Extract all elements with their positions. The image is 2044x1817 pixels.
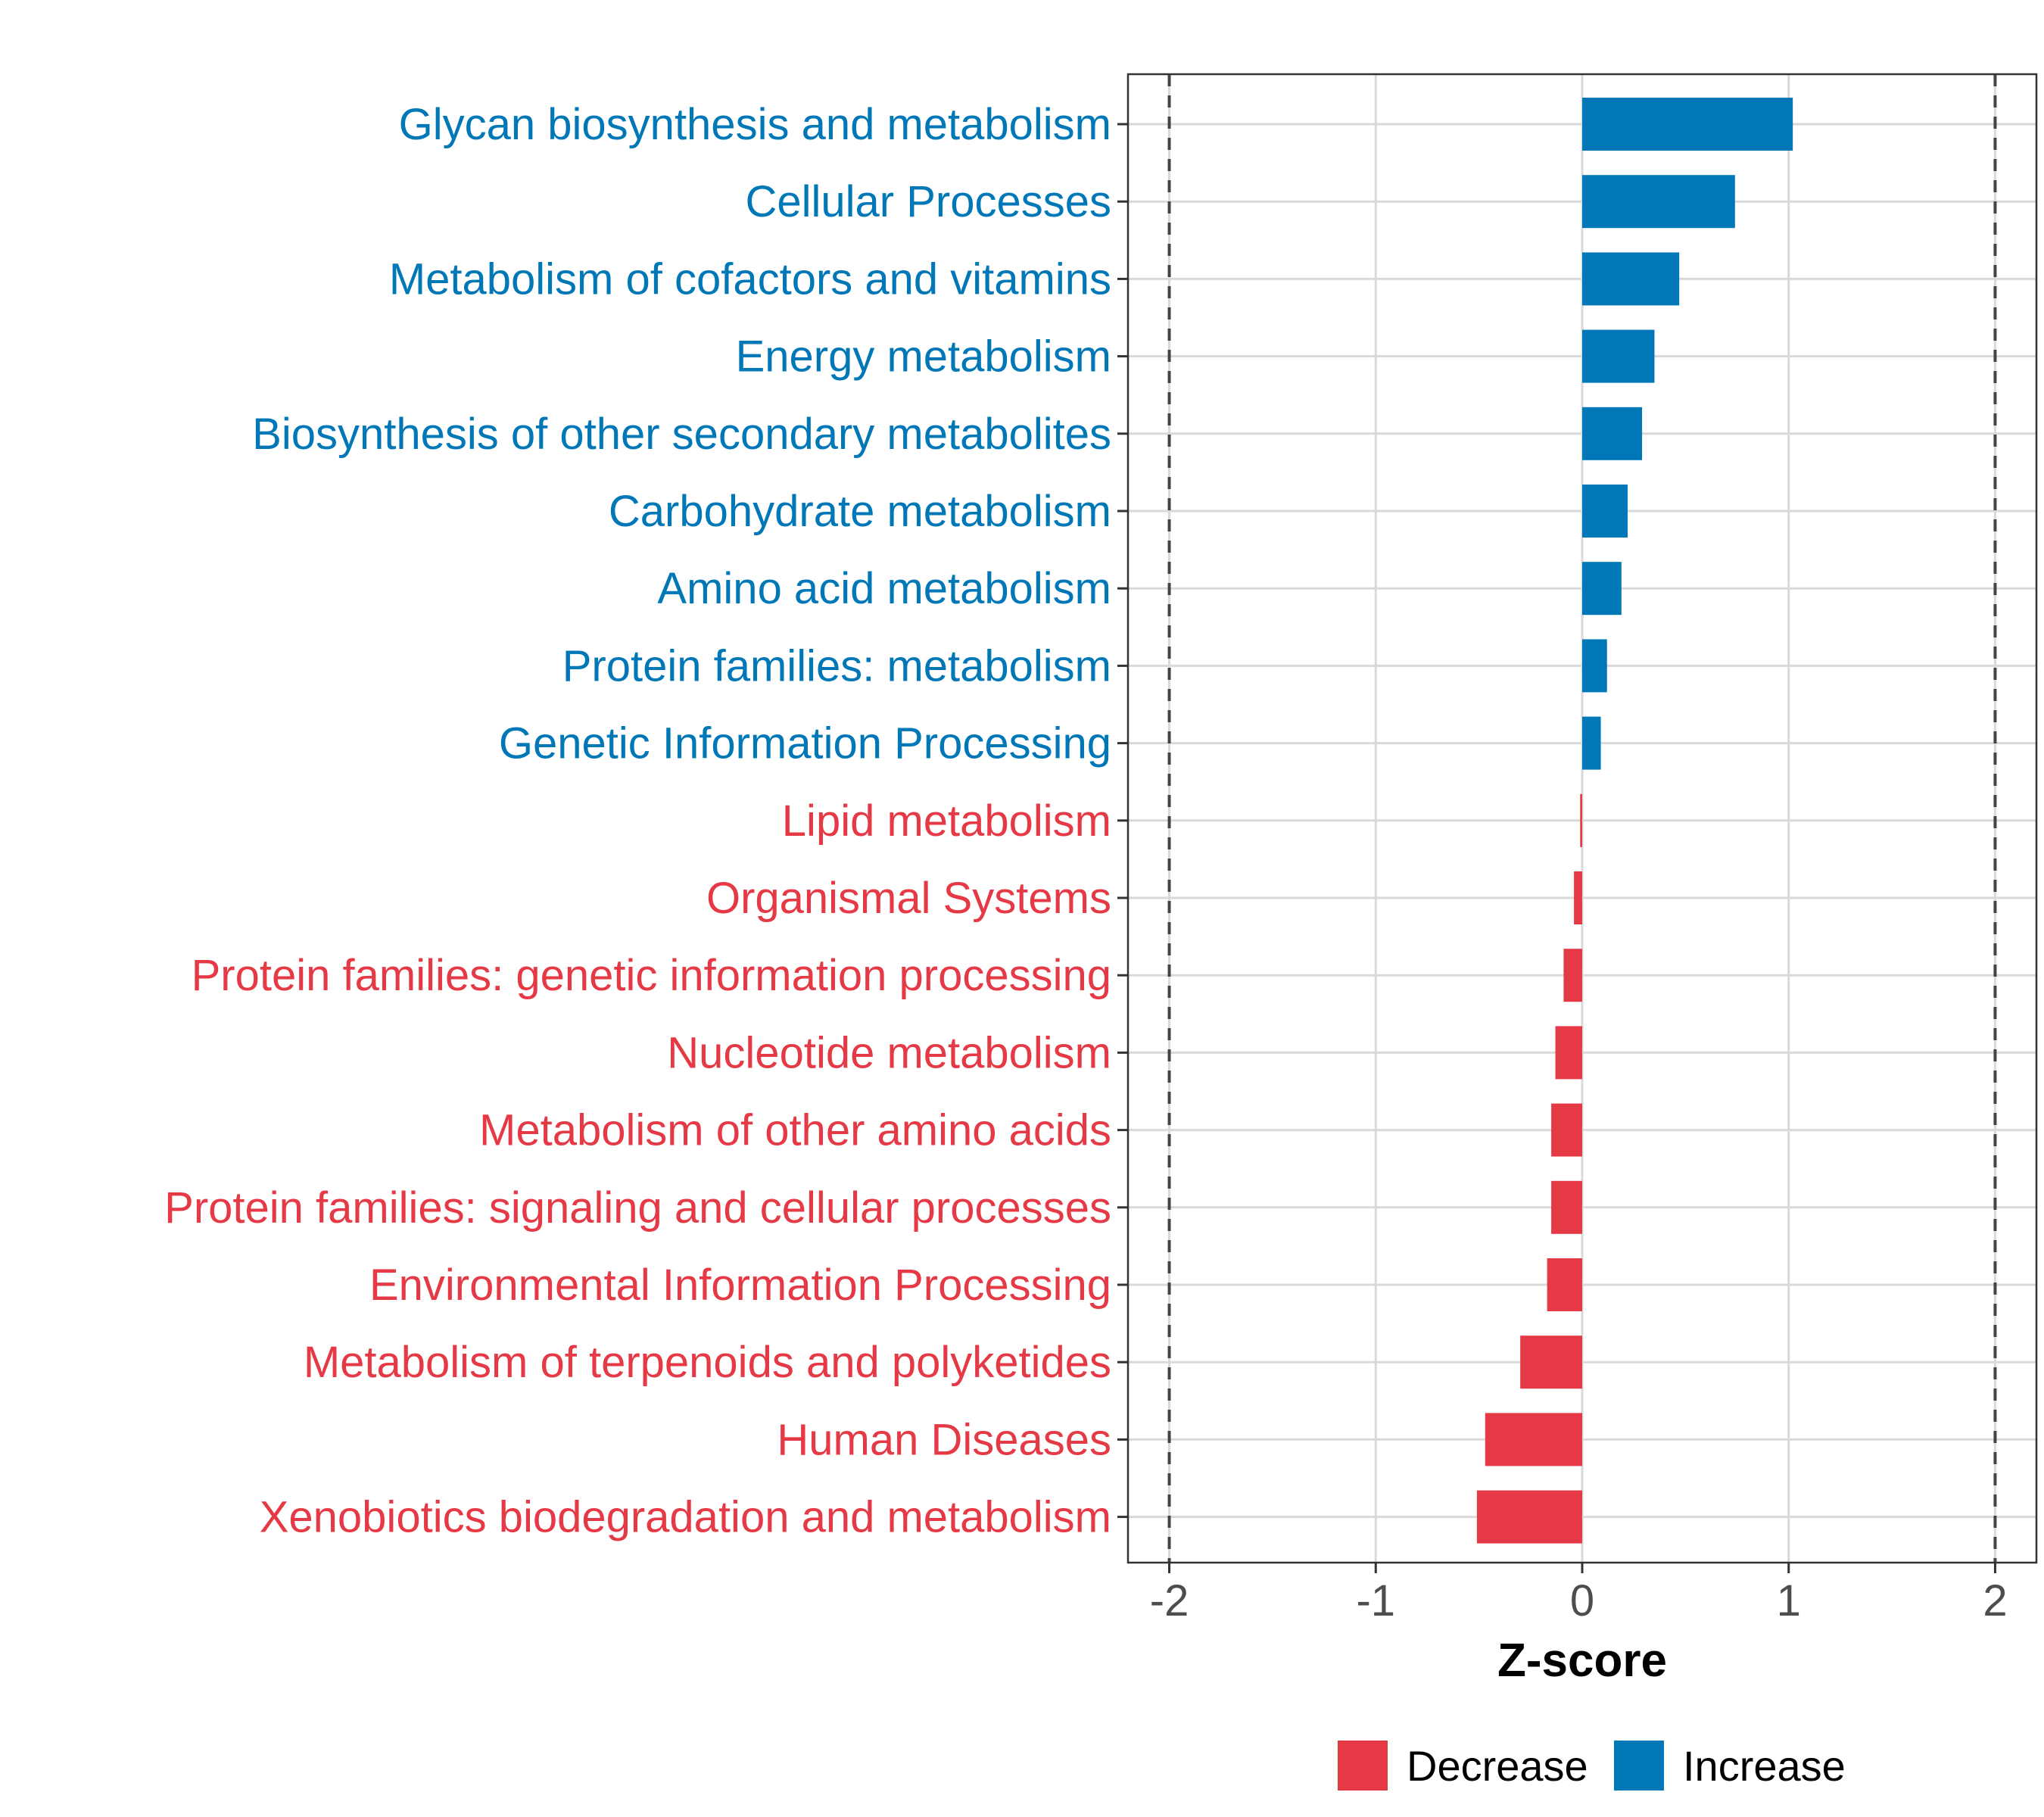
- bar-8: [1582, 716, 1601, 770]
- bar-16: [1520, 1335, 1582, 1389]
- x-tick-label-3: 1: [1777, 1576, 1801, 1625]
- category-label-6: Amino acid metabolism: [657, 564, 1111, 613]
- category-label-9: Lipid metabolism: [782, 796, 1111, 846]
- category-label-13: Metabolism of other amino acids: [479, 1106, 1111, 1155]
- legend-swatch-increase: [1614, 1741, 1664, 1791]
- category-label-11: Protein families: genetic information pr…: [192, 951, 1111, 1000]
- bar-2: [1582, 252, 1680, 306]
- bar-17: [1485, 1413, 1582, 1466]
- bar-3: [1582, 329, 1655, 383]
- bar-15: [1547, 1258, 1582, 1311]
- legend-label-decrease: Decrease: [1407, 1742, 1588, 1790]
- x-axis-ticks: -2 -1 0 1 2: [1150, 1563, 2008, 1625]
- bar-4: [1582, 407, 1643, 460]
- category-label-5: Carbohydrate metabolism: [609, 487, 1111, 536]
- category-label-17: Human Diseases: [777, 1415, 1111, 1464]
- x-axis-title: Z-score: [1497, 1635, 1667, 1687]
- legend: Decrease Increase: [1338, 1741, 1846, 1791]
- category-labels: Glycan biosynthesis and metabolism Cellul…: [164, 100, 1111, 1542]
- category-label-4: Biosynthesis of other secondary metaboli…: [252, 410, 1111, 459]
- bar-18: [1476, 1490, 1582, 1544]
- x-tick-label-4: 2: [1983, 1576, 2007, 1625]
- category-label-1: Cellular Processes: [745, 177, 1111, 226]
- x-tick-label-0: -2: [1150, 1576, 1189, 1625]
- bar-7: [1582, 639, 1607, 693]
- reference-lines: [1167, 74, 1997, 1563]
- bar-1: [1582, 175, 1735, 229]
- category-label-12: Nucleotide metabolism: [667, 1028, 1111, 1077]
- category-label-18: Xenobiotics biodegradation and metabolis…: [260, 1493, 1111, 1542]
- bar-13: [1551, 1103, 1582, 1157]
- category-label-8: Genetic Information Processing: [499, 719, 1111, 768]
- bar-12: [1555, 1026, 1582, 1080]
- category-label-0: Glycan biosynthesis and metabolism: [399, 100, 1111, 149]
- bar-6: [1582, 562, 1622, 616]
- category-label-2: Metabolism of cofactors and vitamins: [389, 254, 1111, 304]
- bar-11: [1563, 949, 1582, 1002]
- legend-swatch-decrease: [1338, 1741, 1388, 1791]
- category-label-14: Protein families: signaling and cellular…: [164, 1183, 1111, 1233]
- bar-10: [1574, 871, 1582, 924]
- bar-14: [1551, 1180, 1582, 1234]
- bar-0: [1582, 98, 1793, 151]
- x-tick-label-1: -1: [1356, 1576, 1395, 1625]
- y-axis-ticks: [1117, 123, 1128, 1519]
- bar-9: [1580, 793, 1582, 847]
- x-tick-label-2: 0: [1570, 1576, 1594, 1625]
- category-label-7: Protein families: metabolism: [562, 641, 1111, 690]
- bars: [1476, 98, 1793, 1544]
- category-label-16: Metabolism of terpenoids and polyketides: [304, 1338, 1111, 1387]
- category-label-10: Organismal Systems: [706, 874, 1111, 923]
- category-label-15: Environmental Information Processing: [369, 1261, 1111, 1310]
- category-label-3: Energy metabolism: [736, 332, 1111, 382]
- bar-5: [1582, 485, 1628, 538]
- legend-label-increase: Increase: [1683, 1742, 1846, 1790]
